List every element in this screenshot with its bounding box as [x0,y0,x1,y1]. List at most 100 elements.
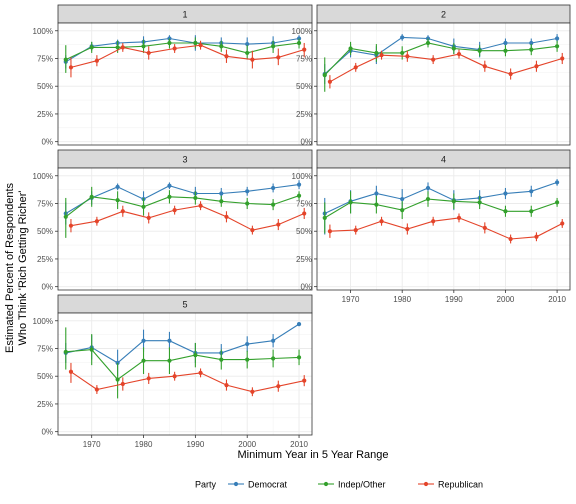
y-tick-label: 75% [37,54,53,63]
data-point [425,185,431,191]
series-line [329,53,563,83]
y-tick-label: 0% [41,138,53,147]
data-point [167,40,172,46]
data-point [374,50,379,56]
data-point [451,46,456,51]
facet-strip-label: 5 [182,300,187,310]
series-line [324,36,558,75]
y-tick-label: 25% [296,110,312,119]
y-tick-label: 100% [292,27,312,36]
series-line [70,44,305,68]
data-point [534,64,539,69]
y-tick-label: 0% [41,283,53,292]
data-point [245,341,250,347]
y-tick-label: 50% [296,82,312,91]
data-point [296,182,302,187]
data-point [482,64,487,69]
data-point [250,228,255,233]
data-point [94,387,99,392]
data-point [405,54,410,59]
x-tick-label: 1970 [342,295,360,304]
data-point [167,194,172,199]
panel-border [57,22,313,146]
series-line [65,42,300,61]
data-point [193,353,198,358]
series-line [70,371,305,393]
data-point [400,208,405,213]
y-tick-label: 50% [37,227,53,236]
data-point [193,40,198,46]
data-point [271,185,276,191]
data-point [296,321,302,327]
data-point [296,355,302,360]
data-point [529,40,534,46]
data-point [302,378,307,383]
data-point [224,214,229,219]
data-point [198,370,203,375]
series-line [324,181,558,214]
data-point [141,338,146,343]
y-tick-label: 50% [296,227,312,236]
data-point [172,208,177,213]
data-point [198,43,203,48]
y-tick-label: 100% [33,172,53,181]
legend-entry: Democrat [228,480,288,490]
data-point [529,189,534,194]
x-tick-label: 1980 [393,295,411,304]
data-point [245,50,250,56]
data-point [63,57,68,62]
data-point [271,44,276,49]
panel-border [316,167,571,291]
y-tick-label: 0% [41,428,53,437]
data-point [431,57,436,62]
facet-panel-5: 50%25%50%75%100%1970 1980 1990 2000 2010 [33,294,313,449]
data-point [508,71,513,77]
data-point [379,219,384,224]
data-point [554,44,560,49]
data-point [68,223,74,228]
x-tick-label: 2000 [238,440,256,449]
data-point [245,357,250,362]
data-point [120,45,125,50]
x-tick-label: 1990 [445,295,463,304]
data-point [120,381,125,387]
plot-background [58,313,312,435]
data-point [198,203,203,208]
data-point [296,40,302,46]
facet-panel-2: 2 0% 25% 50% 75% 100% [292,4,571,147]
series-indep-other [322,38,560,92]
data-point [141,44,146,49]
x-tick-label: 1990 [186,440,204,449]
data-point [172,374,177,379]
series-indep-other [63,37,302,73]
data-point [400,50,405,56]
y-axis-title-line-1: Estimated Percent of Respondents [4,183,16,353]
data-point [529,47,534,52]
data-point [245,189,250,194]
y-tick-label: 0% [300,283,312,292]
y-tick-label: 75% [296,199,312,208]
data-point [374,202,379,207]
data-point [276,222,281,227]
facet-panel-3: 3 0% 25% 50% 75% 100% [33,149,313,292]
series-indep-other [63,186,302,238]
data-point [431,219,436,224]
data-point [353,65,358,70]
data-point [193,195,198,201]
facet-strip-label: 2 [441,10,446,20]
data-point [327,79,333,84]
data-point [89,347,94,352]
series-line [65,323,300,364]
legend-key-point [233,481,239,487]
data-point [400,196,405,202]
data-point [167,358,172,363]
data-point [172,46,177,51]
data-point [167,338,172,343]
data-point [302,211,307,216]
data-point [68,65,74,70]
y-tick-label: 75% [37,199,53,208]
data-point [477,200,482,205]
data-point [296,193,302,198]
series-line [65,349,300,381]
